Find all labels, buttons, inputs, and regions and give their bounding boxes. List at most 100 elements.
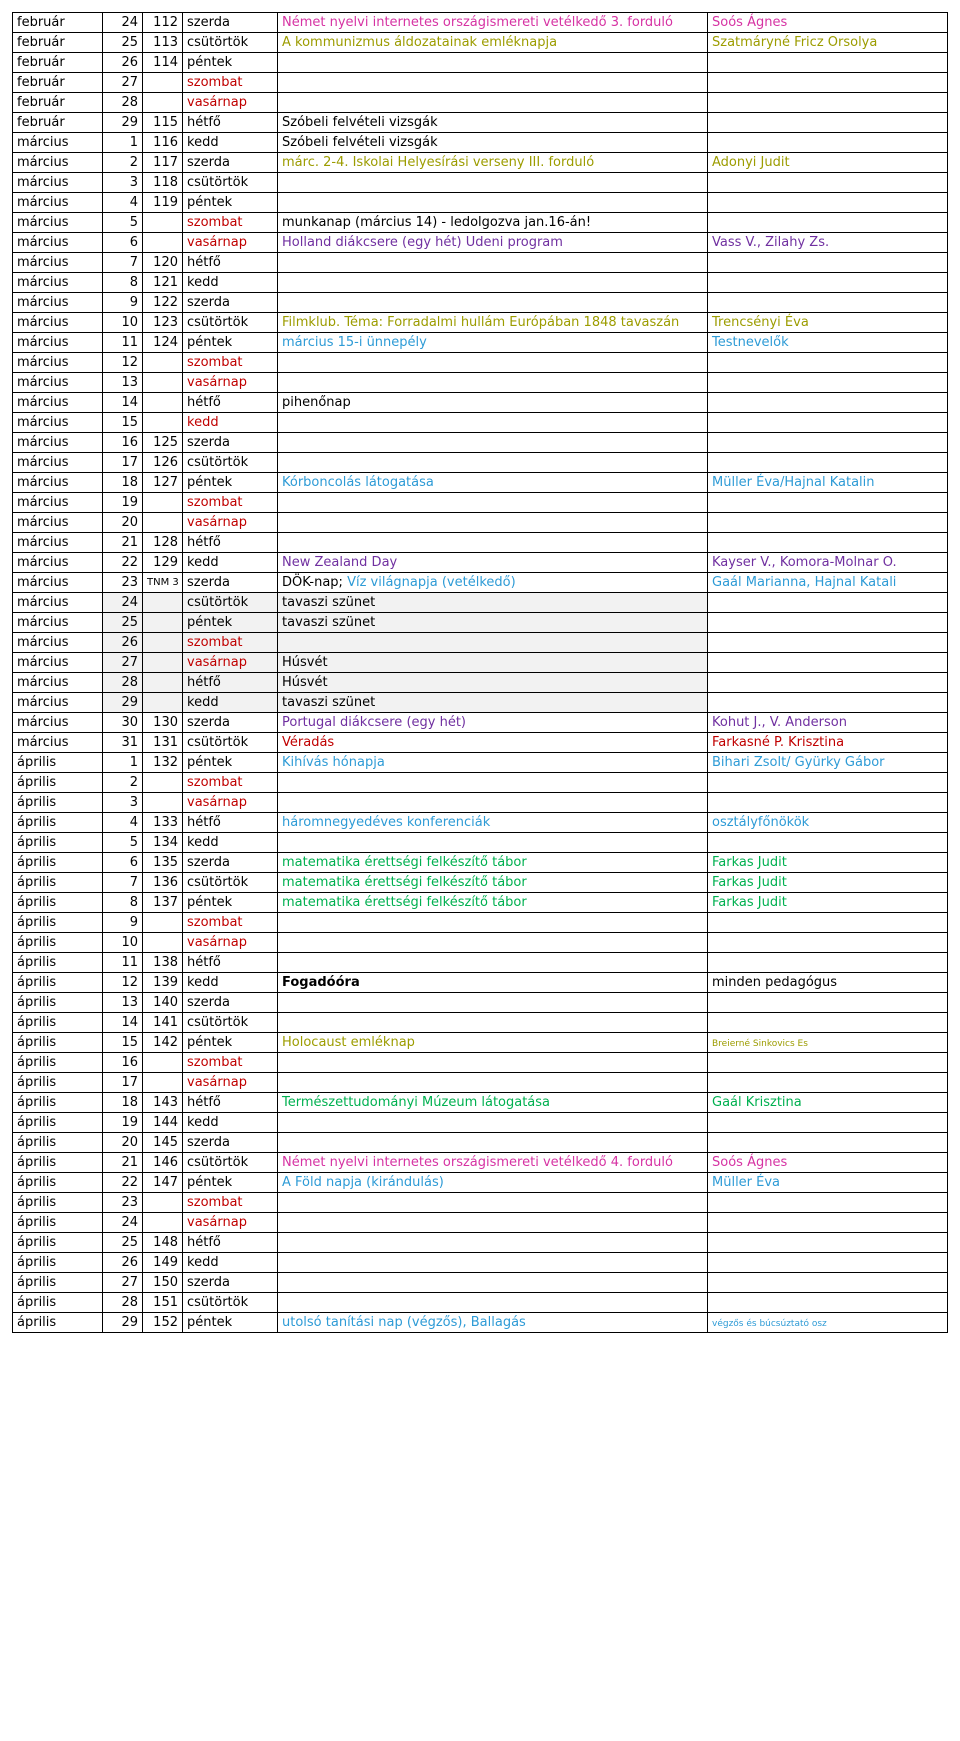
month-cell: március	[13, 173, 103, 193]
text-span: Szatmáryné Fricz Orsolya	[712, 35, 877, 50]
weekday-cell: szombat	[183, 213, 278, 233]
table-row: február27szombat	[13, 73, 948, 93]
serial-number-cell: 141	[143, 1013, 183, 1033]
event-cell: tavaszi szünet	[278, 613, 708, 633]
serial-number-cell: 142	[143, 1033, 183, 1053]
serial-number-cell: 115	[143, 113, 183, 133]
day-number-cell: 26	[103, 633, 143, 653]
month-cell: március	[13, 633, 103, 653]
month-cell: február	[13, 33, 103, 53]
month-cell: március	[13, 313, 103, 333]
weekday-cell: csütörtök	[183, 1153, 278, 1173]
weekday-cell: kedd	[183, 413, 278, 433]
weekday-cell: péntek	[183, 53, 278, 73]
weekday-cell: vasárnap	[183, 793, 278, 813]
event-cell: Kihívás hónapja	[278, 753, 708, 773]
text-span: Véradás	[282, 735, 334, 750]
weekday-cell: csütörtök	[183, 1293, 278, 1313]
text-span: DÖK-nap;	[282, 575, 347, 590]
text-span: Müller Éva	[712, 1175, 780, 1190]
month-cell: március	[13, 213, 103, 233]
weekday-cell: hétfő	[183, 253, 278, 273]
person-cell: Vass V., Zilahy Zs.	[708, 233, 948, 253]
serial-number-cell: 149	[143, 1253, 183, 1273]
text-span: Gaál Marianna, Hajnal Katali	[712, 575, 896, 590]
day-number-cell: 12	[103, 353, 143, 373]
person-cell	[708, 133, 948, 153]
table-row: március19szombat	[13, 493, 948, 513]
serial-number-cell: 140	[143, 993, 183, 1013]
text-span: utolsó tanítási nap (végzős), Ballagás	[282, 1315, 526, 1330]
month-cell: március	[13, 333, 103, 353]
person-cell	[708, 253, 948, 273]
person-cell	[708, 1013, 948, 1033]
text-span: Bihari Zsolt/ Gyürky Gábor	[712, 755, 885, 770]
month-cell: március	[13, 733, 103, 753]
serial-number-cell: 121	[143, 273, 183, 293]
event-cell	[278, 413, 708, 433]
event-cell	[278, 633, 708, 653]
weekday-cell: csütörtök	[183, 1013, 278, 1033]
text-span: tavaszi szünet	[282, 615, 375, 630]
day-number-cell: 18	[103, 473, 143, 493]
text-span: Kayser V., Komora-Molnar O.	[712, 555, 897, 570]
weekday-cell: szerda	[183, 993, 278, 1013]
serial-number-cell	[143, 213, 183, 233]
table-row: március4119péntek	[13, 193, 948, 213]
serial-number-cell: 124	[143, 333, 183, 353]
day-number-cell: 11	[103, 333, 143, 353]
month-cell: március	[13, 673, 103, 693]
weekday-cell: péntek	[183, 333, 278, 353]
serial-number-cell	[143, 693, 183, 713]
weekday-cell: csütörtök	[183, 313, 278, 333]
serial-number-cell	[143, 773, 183, 793]
table-row: április14141csütörtök	[13, 1013, 948, 1033]
weekday-cell: péntek	[183, 613, 278, 633]
day-number-cell: 16	[103, 433, 143, 453]
person-cell: Testnevelők	[708, 333, 948, 353]
table-row: április19144kedd	[13, 1113, 948, 1133]
day-number-cell: 8	[103, 273, 143, 293]
text-span: munkanap (március 14) - ledolgozva jan.1…	[282, 215, 591, 230]
serial-number-cell	[143, 913, 183, 933]
person-cell	[708, 113, 948, 133]
day-number-cell: 14	[103, 1013, 143, 1033]
month-cell: április	[13, 1053, 103, 1073]
month-cell: március	[13, 533, 103, 553]
event-cell	[278, 173, 708, 193]
weekday-cell: szombat	[183, 633, 278, 653]
serial-number-cell: 139	[143, 973, 183, 993]
text-span: Német nyelvi internetes országismereti v…	[282, 1155, 673, 1170]
serial-number-cell: 112	[143, 13, 183, 33]
event-cell: matematika érettségi felkészítő tábor	[278, 853, 708, 873]
table-row: április6135szerdamatematika érettségi fe…	[13, 853, 948, 873]
month-cell: február	[13, 113, 103, 133]
text-span: Trencsényi Éva	[712, 315, 809, 330]
person-cell	[708, 53, 948, 73]
weekday-cell: szombat	[183, 353, 278, 373]
table-row: március5szombatmunkanap (március 14) - l…	[13, 213, 948, 233]
weekday-cell: hétfő	[183, 1093, 278, 1113]
person-cell: Gaál Krisztina	[708, 1093, 948, 1113]
day-number-cell: 9	[103, 913, 143, 933]
weekday-cell: hétfő	[183, 393, 278, 413]
weekday-cell: péntek	[183, 193, 278, 213]
month-cell: április	[13, 1153, 103, 1173]
serial-number-cell: 150	[143, 1273, 183, 1293]
table-row: április2szombat	[13, 773, 948, 793]
month-cell: április	[13, 953, 103, 973]
text-span: végzős és búcsúztató osz	[712, 1319, 827, 1329]
table-row: április21146csütörtökNémet nyelvi intern…	[13, 1153, 948, 1173]
day-number-cell: 24	[103, 593, 143, 613]
month-cell: április	[13, 1233, 103, 1253]
day-number-cell: 19	[103, 1113, 143, 1133]
day-number-cell: 24	[103, 1213, 143, 1233]
person-cell	[708, 513, 948, 533]
event-cell: Fogadóóra	[278, 973, 708, 993]
person-cell	[708, 73, 948, 93]
text-span: háromnegyedéves konferenciák	[282, 815, 490, 830]
text-span: Adonyi Judit	[712, 155, 790, 170]
table-row: március6vasárnapHolland diákcsere (egy h…	[13, 233, 948, 253]
person-cell	[708, 613, 948, 633]
serial-number-cell: 138	[143, 953, 183, 973]
